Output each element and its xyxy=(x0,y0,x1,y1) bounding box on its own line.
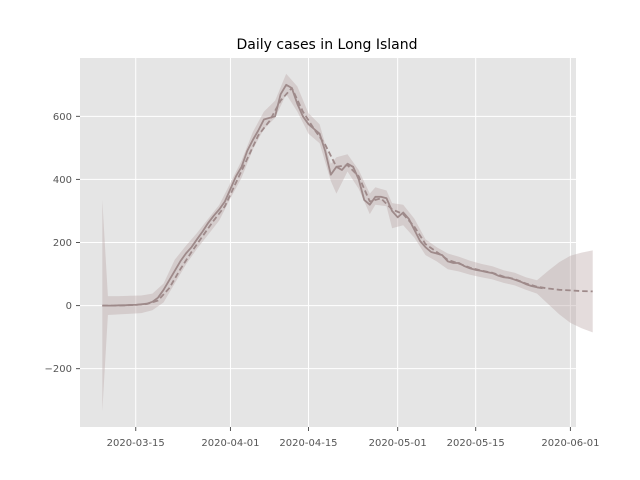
y-tick-label: 400 xyxy=(53,175,72,186)
chart-title: Daily cases in Long Island xyxy=(237,37,418,53)
y-axis: −200 0 200 400 600 xyxy=(45,112,80,375)
x-tick-label: 2020-05-01 xyxy=(369,438,427,449)
confidence-band-layer xyxy=(102,73,593,412)
x-axis: 2020-03-15 2020-04-01 2020-04-15 2020-05-01… xyxy=(107,427,599,449)
confidence-band xyxy=(102,73,593,412)
y-tick-label: 200 xyxy=(53,238,72,249)
x-tick-label: 2020-03-15 xyxy=(107,438,165,449)
y-tick-label: 600 xyxy=(53,112,72,123)
x-tick-label: 2020-04-15 xyxy=(279,438,337,449)
series-layer xyxy=(102,83,593,307)
x-tick-label: 2020-06-01 xyxy=(541,438,599,449)
x-tick-label: 2020-05-15 xyxy=(447,438,505,449)
y-tick-label: −200 xyxy=(45,364,72,375)
fitted-series-line xyxy=(102,87,593,307)
y-tick-label: 0 xyxy=(66,301,72,312)
x-tick-label: 2020-04-01 xyxy=(201,438,259,449)
